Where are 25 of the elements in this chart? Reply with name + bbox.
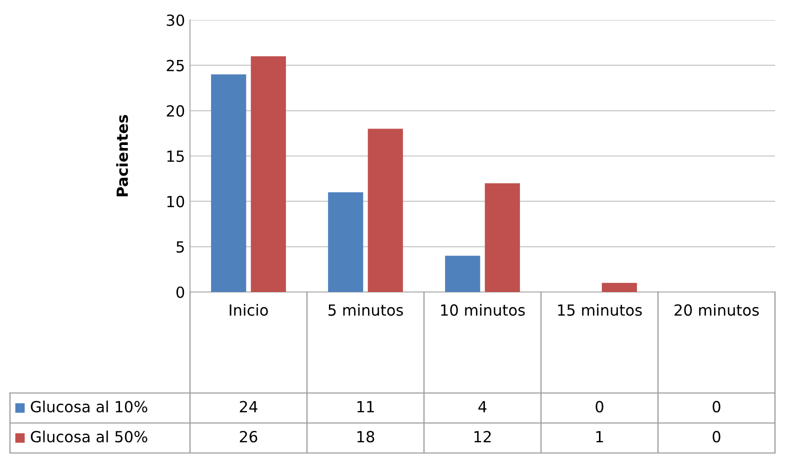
data-label: 0 xyxy=(596,400,604,412)
y-tick-label: 20 xyxy=(166,105,184,117)
y-tick-label: 10 xyxy=(167,196,184,208)
data-label: 0 xyxy=(712,430,720,442)
data-label: 4 xyxy=(478,401,487,412)
y-tick-label: 5 xyxy=(176,241,184,253)
x-tick-label: 5 minutos xyxy=(328,304,403,316)
data-label: 0 xyxy=(712,400,720,412)
x-tick-label: Inicio xyxy=(230,304,268,316)
data-label: 24 xyxy=(240,400,258,412)
x-tick-label: 10 minutos xyxy=(441,304,525,316)
data-label: 18 xyxy=(357,430,374,442)
x-tick-label: 15 minutos xyxy=(558,304,642,316)
data-label: 11 xyxy=(357,401,374,412)
data-label: 1 xyxy=(596,431,603,442)
legend-label: Glucosa al 50% xyxy=(30,430,148,442)
y-axis-title: Pacientes xyxy=(116,115,128,196)
y-tick-label: 30 xyxy=(166,14,184,26)
y-tick-label: 25 xyxy=(166,60,184,72)
y-tick-label: 15 xyxy=(167,150,184,162)
y-tick-label: 0 xyxy=(176,286,184,298)
data-label: 12 xyxy=(474,430,491,442)
data-label: 26 xyxy=(240,430,258,442)
legend-label: Glucosa al 10% xyxy=(30,400,148,412)
x-tick-label: 20 minutos xyxy=(674,304,759,316)
